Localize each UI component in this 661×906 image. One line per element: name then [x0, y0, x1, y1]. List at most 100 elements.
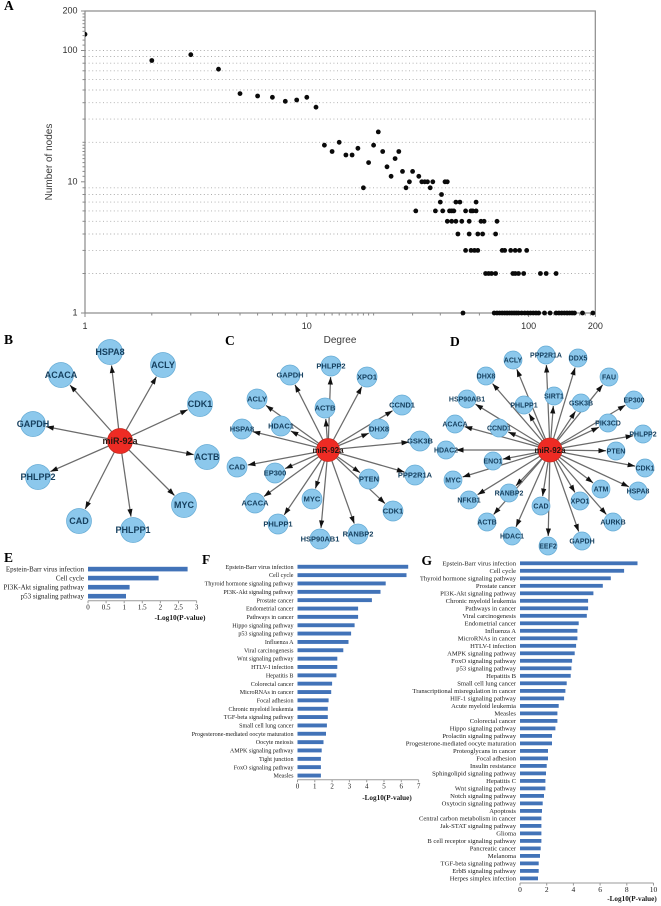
svg-text:ACACA: ACACA [241, 499, 269, 508]
svg-text:Hepatitis C: Hepatitis C [486, 778, 516, 785]
svg-text:HSP90AB1: HSP90AB1 [301, 535, 340, 544]
svg-text:Hippo signaling pathway: Hippo signaling pathway [450, 726, 517, 733]
svg-text:GAPDH: GAPDH [17, 419, 50, 429]
svg-text:Measles: Measles [274, 774, 295, 780]
svg-text:PTEN: PTEN [359, 475, 379, 484]
svg-text:2: 2 [330, 783, 334, 791]
svg-text:Oxytocin signaling pathway: Oxytocin signaling pathway [442, 801, 517, 808]
svg-text:RANBP2: RANBP2 [343, 530, 374, 539]
svg-text:Progesterone-mediated oocyte m: Progesterone-mediated oocyte maturation [406, 741, 517, 748]
svg-text:Hepatitis B: Hepatitis B [486, 673, 516, 680]
svg-text:miR-92a: miR-92a [534, 446, 566, 455]
svg-text:AURKB: AURKB [600, 520, 625, 527]
svg-text:Focal adhesion: Focal adhesion [476, 756, 516, 763]
svg-text:E: E [4, 550, 13, 565]
svg-text:Glioma: Glioma [496, 831, 516, 838]
svg-text:PPP2R1A: PPP2R1A [530, 352, 562, 359]
svg-text:ACTB: ACTB [477, 520, 496, 527]
svg-text:CAD: CAD [229, 463, 246, 472]
svg-text:PHLPP1: PHLPP1 [263, 520, 292, 529]
svg-text:G: G [422, 553, 433, 568]
svg-text:3: 3 [348, 783, 352, 791]
svg-text:Sphingolipid signaling pathway: Sphingolipid signaling pathway [432, 771, 517, 778]
svg-text:ACTB: ACTB [195, 452, 220, 462]
svg-text:CCND1: CCND1 [487, 425, 511, 432]
svg-text:Chronic myeloid leukemia: Chronic myeloid leukemia [229, 707, 294, 713]
svg-text:PHLPP1: PHLPP1 [510, 402, 537, 409]
svg-text:1: 1 [313, 783, 317, 791]
svg-text:MYC: MYC [445, 477, 461, 484]
svg-text:Thyroid hormone signaling path: Thyroid hormone signaling pathway [205, 582, 295, 588]
svg-text:100: 100 [62, 45, 77, 55]
svg-text:Acute myeloid leukemia: Acute myeloid leukemia [451, 703, 516, 710]
svg-text:CAD: CAD [69, 516, 89, 526]
svg-text:XPO1: XPO1 [357, 373, 377, 382]
svg-text:ATM: ATM [594, 486, 609, 493]
svg-text:1.5: 1.5 [138, 604, 147, 612]
svg-text:Pathways in cancer: Pathways in cancer [465, 606, 517, 613]
svg-text:GSK3B: GSK3B [407, 437, 433, 446]
svg-text:FoxO signaling pathway: FoxO signaling pathway [234, 765, 295, 771]
svg-text:ACACA: ACACA [45, 370, 78, 380]
svg-text:1: 1 [122, 604, 126, 612]
svg-text:EP300: EP300 [623, 397, 644, 404]
svg-text:1: 1 [82, 321, 87, 331]
svg-text:Small cell lung cancer: Small cell lung cancer [457, 681, 517, 688]
svg-text:PIK3CD: PIK3CD [595, 420, 621, 427]
svg-text:Apoptosis: Apoptosis [489, 808, 516, 815]
svg-text:CDK1: CDK1 [188, 399, 213, 409]
svg-text:Viral carcinogenesis: Viral carcinogenesis [244, 648, 294, 654]
svg-text:Pathways in cancer: Pathways in cancer [246, 615, 293, 621]
svg-text:0: 0 [86, 604, 90, 612]
svg-text:0: 0 [296, 783, 300, 791]
svg-text:ACLY: ACLY [151, 360, 175, 370]
svg-text:2.5: 2.5 [174, 604, 183, 612]
svg-text:Pancreatic cancer: Pancreatic cancer [470, 846, 517, 853]
svg-text:p53 signaling pathway: p53 signaling pathway [21, 593, 85, 601]
svg-text:NFKB1: NFKB1 [457, 497, 480, 504]
svg-text:CDK1: CDK1 [383, 507, 403, 516]
svg-text:10: 10 [650, 885, 658, 894]
svg-text:ACLY: ACLY [504, 357, 523, 364]
svg-text:Central carbon metabolism in c: Central carbon metabolism in cancer [419, 816, 517, 823]
svg-text:HSPA8: HSPA8 [627, 488, 650, 495]
svg-text:Chronic myeloid leukemia: Chronic myeloid leukemia [446, 598, 516, 605]
svg-text:2: 2 [159, 604, 163, 612]
svg-text:F: F [202, 552, 210, 567]
svg-text:EEF2: EEF2 [539, 544, 557, 551]
svg-text:miR-92a: miR-92a [312, 446, 344, 455]
svg-text:Number of nodes: Number of nodes [44, 124, 55, 201]
svg-text:HDAC1: HDAC1 [268, 422, 294, 431]
svg-text:HSP90AB1: HSP90AB1 [449, 396, 485, 403]
svg-text:10: 10 [302, 321, 312, 331]
svg-text:Prostate cancer: Prostate cancer [476, 583, 517, 590]
svg-text:MicroRNAs in cancer: MicroRNAs in cancer [240, 690, 294, 696]
svg-text:MYC: MYC [304, 495, 321, 504]
svg-text:Cell cycle: Cell cycle [56, 575, 84, 583]
svg-text:miR-92a: miR-92a [102, 436, 138, 446]
svg-text:1: 1 [72, 308, 77, 318]
svg-text:DDX5: DDX5 [569, 355, 588, 362]
svg-text:PHLPP2: PHLPP2 [20, 472, 55, 482]
svg-text:HSPA8: HSPA8 [230, 425, 254, 434]
svg-text:p53 signaling pathway: p53 signaling pathway [456, 666, 516, 673]
svg-text:5: 5 [382, 783, 386, 791]
svg-text:CDK1: CDK1 [635, 465, 654, 472]
svg-text:Wnt signaling pathway: Wnt signaling pathway [455, 786, 517, 793]
svg-text:PHLPP2: PHLPP2 [316, 362, 345, 371]
svg-text:B cell receptor signaling path: B cell receptor signaling pathway [427, 838, 516, 845]
svg-text:HDAC1: HDAC1 [500, 534, 524, 541]
svg-text:AMPK signaling pathway: AMPK signaling pathway [230, 749, 295, 755]
svg-text:Epstein-Barr virus infection: Epstein-Barr virus infection [6, 566, 85, 574]
svg-text:Small cell lung cancer: Small cell lung cancer [239, 724, 293, 730]
svg-text:Insulin resistance: Insulin resistance [470, 763, 516, 770]
svg-text:Epstein-Barr virus infection: Epstein-Barr virus infection [442, 561, 516, 568]
svg-text:2: 2 [545, 885, 549, 894]
svg-text:200: 200 [588, 321, 603, 331]
svg-text:ACACA: ACACA [442, 421, 467, 428]
svg-text:6: 6 [400, 783, 404, 791]
svg-text:Transcriptional misregulation: Transcriptional misregulation in cancer [412, 688, 516, 695]
svg-text:ErbB signaling pathway: ErbB signaling pathway [452, 868, 516, 875]
svg-text:Degree: Degree [324, 335, 357, 346]
svg-text:FoxO signaling pathway: FoxO signaling pathway [451, 658, 517, 665]
